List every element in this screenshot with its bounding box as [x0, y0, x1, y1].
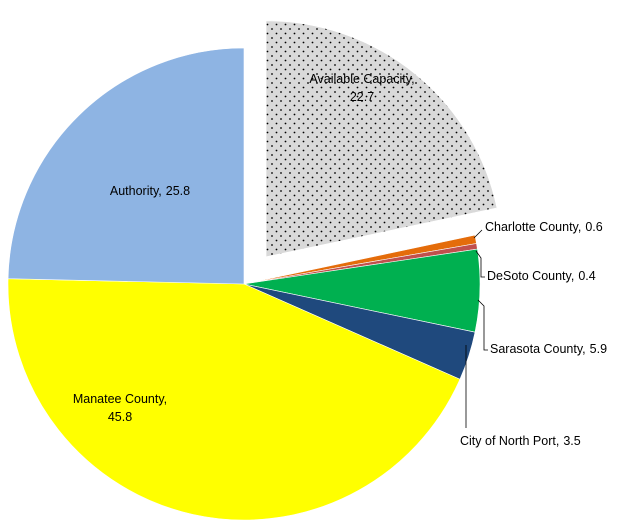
label-value: 0.6 — [585, 220, 602, 234]
data-label: Authority, 25.8 — [110, 184, 190, 198]
label-value: 5.9 — [590, 342, 607, 356]
data-label: Sarasota County, 5.9 — [490, 342, 607, 356]
label-value: 45.8 — [108, 410, 132, 424]
label-category: Manatee County, — [73, 392, 167, 406]
data-label: DeSoto County, 0.4 — [487, 269, 596, 283]
label-value: 0.4 — [578, 269, 595, 283]
label-category: Authority, — [110, 184, 162, 198]
pie — [7, 20, 498, 521]
pie-slice — [265, 20, 498, 258]
label-value: 3.5 — [563, 434, 580, 448]
label-category: Charlotte County, — [485, 220, 581, 234]
label-category: Available Capacity, — [309, 72, 414, 86]
data-label: Manatee County, 45.8 — [73, 392, 167, 424]
leader-line — [475, 250, 485, 278]
label-category: City of North Port, — [460, 434, 559, 448]
data-label: Charlotte County, 0.6 — [485, 220, 603, 234]
pie-slice — [7, 278, 461, 521]
pie-slice — [7, 47, 245, 285]
labels: Available Capacity, 22.7 Charlotte County,… — [73, 72, 607, 448]
leader-line — [477, 299, 488, 351]
label-category: DeSoto County, — [487, 269, 574, 283]
leader-line — [473, 229, 483, 239]
label-category: Sarasota County, — [490, 342, 586, 356]
data-label: Available Capacity, 22.7 — [309, 72, 414, 104]
label-value: 25.8 — [166, 184, 190, 198]
label-value: 22.7 — [350, 90, 374, 104]
data-label: City of North Port, 3.5 — [460, 434, 581, 448]
